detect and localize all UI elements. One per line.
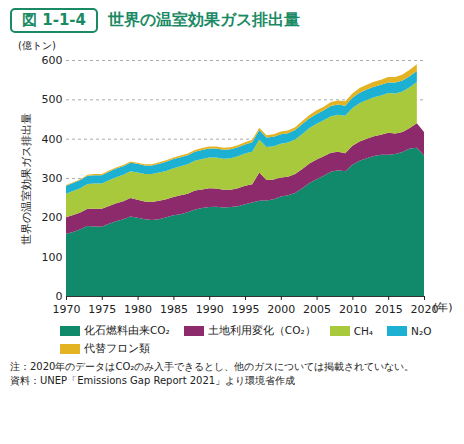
html-text:図 1-1-4: 図 1-1-4 xyxy=(22,11,86,29)
svg-text:2015: 2015 xyxy=(375,303,403,316)
svg-text:2005: 2005 xyxy=(303,303,331,316)
html-text:CH₄: CH₄ xyxy=(353,325,374,337)
svg-text:1985: 1985 xyxy=(160,303,188,316)
svg-text:1975: 1975 xyxy=(88,303,116,316)
html-text:N₂O: N₂O xyxy=(411,325,432,337)
html-text:(億トン): (億トン) xyxy=(18,40,56,51)
svg-text:400: 400 xyxy=(42,133,63,146)
svg-text:世界の温室効果ガス排出量: 世界の温室効果ガス排出量 xyxy=(20,113,33,245)
svg-text:100: 100 xyxy=(42,251,63,264)
html-text:化石燃料由来CO₂: 化石燃料由来CO₂ xyxy=(84,324,170,336)
svg-text:2010: 2010 xyxy=(339,303,367,316)
svg-text:300: 300 xyxy=(42,172,63,185)
svg-text:600: 600 xyxy=(42,54,63,67)
svg-text:(年): (年) xyxy=(433,301,453,314)
svg-text:2020: 2020 xyxy=(410,303,439,317)
html-text:資料：UNEP「Emissions Gap Report 2: 資料：UNEP「Emissions Gap Report 2021」より環境省作… xyxy=(10,375,296,386)
html-text:世界の温室効果ガス排出量: 世界の温室効果ガス排出量 xyxy=(108,10,300,29)
svg-text:200: 200 xyxy=(42,211,63,224)
svg-text:500: 500 xyxy=(42,93,63,106)
html-text:代替フロン類: 代替フロン類 xyxy=(84,342,150,354)
html-text:注：2020年のデータはCO₂のみ入手できるとし、他のガスに: 注：2020年のデータはCO₂のみ入手できるとし、他のガスについては掲載されてい… xyxy=(10,361,415,372)
svg-text:1995: 1995 xyxy=(232,303,260,316)
html-text:土地利用変化（CO₂）: 土地利用変化（CO₂） xyxy=(207,324,316,336)
svg-text:1970: 1970 xyxy=(53,303,81,316)
svg-text:1990: 1990 xyxy=(196,303,224,316)
svg-text:1980: 1980 xyxy=(124,303,152,316)
svg-text:0: 0 xyxy=(56,290,63,303)
svg-text:2000: 2000 xyxy=(267,303,295,316)
